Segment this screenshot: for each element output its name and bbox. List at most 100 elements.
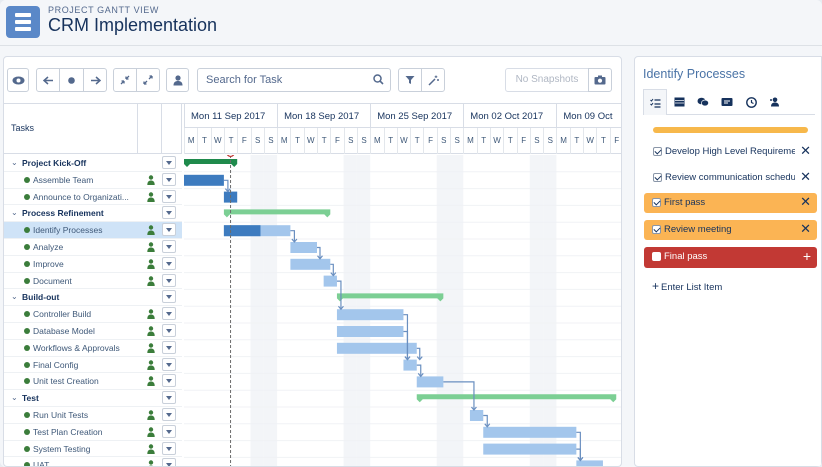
- row-menu-dropdown[interactable]: [162, 206, 176, 220]
- assignee-icon[interactable]: [147, 359, 155, 370]
- tab-comments[interactable]: [691, 89, 715, 115]
- item-checkbox[interactable]: [652, 225, 661, 234]
- tab-resources[interactable]: [715, 89, 739, 115]
- task-bar: [483, 426, 577, 438]
- checklist-item[interactable]: Final pass +: [644, 247, 817, 268]
- tab-history[interactable]: [739, 89, 763, 115]
- snapshot-camera-button[interactable]: [588, 68, 612, 92]
- row-menu-dropdown[interactable]: [162, 407, 176, 421]
- task-row[interactable]: Controller Build: [4, 306, 182, 323]
- task-row[interactable]: Identify Processes: [4, 222, 182, 239]
- assignee-icon[interactable]: [147, 443, 155, 454]
- chevron-down-icon[interactable]: ⌄: [11, 292, 18, 302]
- assignee-icon[interactable]: [147, 309, 155, 320]
- task-row[interactable]: UAT: [4, 457, 182, 467]
- collapse-button[interactable]: [113, 68, 137, 92]
- task-row[interactable]: Workflows & Approvals: [4, 340, 182, 357]
- search-icon[interactable]: [373, 74, 384, 85]
- task-row[interactable]: Improve: [4, 256, 182, 273]
- task-row[interactable]: Run Unit Tests: [4, 407, 182, 424]
- task-row[interactable]: Assemble Team: [4, 172, 182, 189]
- chevron-down-icon[interactable]: ⌄: [11, 158, 18, 167]
- task-group-row[interactable]: ⌄ Project Kick-Off: [4, 155, 182, 172]
- close-icon[interactable]: ✕: [800, 221, 811, 236]
- assignee-icon[interactable]: [147, 460, 155, 467]
- chevron-down-icon[interactable]: ⌄: [11, 393, 18, 403]
- tab-details[interactable]: [667, 89, 691, 115]
- row-menu-dropdown[interactable]: [162, 290, 176, 304]
- scroll-today-button[interactable]: [59, 68, 84, 92]
- item-label: Review communication schedu: [665, 172, 795, 183]
- task-row[interactable]: Test Plan Creation: [4, 424, 182, 441]
- task-group-row[interactable]: ⌄ Test: [4, 390, 182, 407]
- item-checkbox[interactable]: [653, 173, 662, 182]
- enter-list-item-button[interactable]: + Enter List Item: [652, 279, 722, 293]
- weekend-column: [543, 155, 557, 466]
- tab-checklist[interactable]: [643, 89, 667, 115]
- task-row[interactable]: Document: [4, 273, 182, 290]
- row-menu-dropdown[interactable]: [162, 340, 176, 354]
- checklist-item[interactable]: Review meeting ✕: [644, 220, 817, 240]
- assignee-icon[interactable]: [147, 225, 155, 236]
- tab-assignees[interactable]: [763, 89, 787, 115]
- task-row[interactable]: Analyze: [4, 239, 182, 256]
- assignee-icon[interactable]: [147, 376, 155, 387]
- assignee-icon[interactable]: [147, 175, 155, 185]
- chevron-down-icon[interactable]: ⌄: [11, 208, 18, 218]
- row-menu-dropdown[interactable]: [162, 357, 176, 371]
- task-bar: [336, 342, 417, 354]
- view-eye-button[interactable]: [7, 68, 29, 92]
- row-menu-dropdown[interactable]: [162, 307, 176, 321]
- day-header: F: [609, 128, 621, 154]
- status-dot-icon: [24, 361, 30, 368]
- row-menu-dropdown[interactable]: [162, 273, 176, 287]
- assignee-icon[interactable]: [147, 326, 155, 336]
- task-row[interactable]: Database Model: [4, 323, 182, 340]
- task-group-row[interactable]: ⌄ Build-out: [4, 289, 182, 307]
- item-checkbox[interactable]: [653, 147, 662, 156]
- assignee-icon[interactable]: [147, 259, 155, 269]
- row-menu-dropdown[interactable]: [162, 189, 176, 203]
- row-menu-dropdown[interactable]: [162, 156, 176, 169]
- assignee-icon[interactable]: [147, 275, 155, 286]
- assign-user-button[interactable]: [166, 68, 189, 92]
- row-menu-dropdown[interactable]: [162, 441, 176, 455]
- row-menu-dropdown[interactable]: [162, 239, 176, 253]
- assignee-icon[interactable]: [147, 410, 155, 420]
- row-menu-dropdown[interactable]: [162, 323, 176, 337]
- row-menu-dropdown[interactable]: [162, 424, 176, 438]
- task-row[interactable]: Final Config: [4, 357, 182, 374]
- close-icon[interactable]: ✕: [800, 143, 811, 158]
- row-menu-dropdown[interactable]: [162, 458, 176, 466]
- close-icon[interactable]: ✕: [800, 194, 811, 209]
- page-eyebrow: PROJECT GANTT VIEW: [48, 5, 159, 15]
- checklist-item[interactable]: Develop High Level Requireme ✕: [651, 142, 817, 161]
- item-checkbox[interactable]: [652, 198, 661, 207]
- assignee-icon[interactable]: [147, 343, 155, 353]
- item-checkbox[interactable]: [652, 252, 661, 261]
- checklist-item[interactable]: First pass ✕: [644, 193, 817, 213]
- assignee-icon[interactable]: [147, 191, 155, 202]
- day-header: S: [343, 128, 357, 154]
- row-menu-dropdown[interactable]: [162, 223, 176, 237]
- snapshots-select[interactable]: No Snapshots: [505, 68, 589, 92]
- scroll-forward-button[interactable]: [83, 68, 107, 92]
- row-menu-dropdown[interactable]: [162, 391, 176, 405]
- add-icon[interactable]: +: [802, 248, 811, 264]
- scroll-back-button[interactable]: [36, 68, 60, 92]
- row-menu-dropdown[interactable]: [162, 374, 176, 388]
- task-row[interactable]: System Testing: [4, 441, 182, 458]
- magic-button[interactable]: [421, 68, 445, 92]
- close-icon[interactable]: ✕: [800, 169, 811, 184]
- row-menu-dropdown[interactable]: [162, 256, 176, 270]
- assignee-icon[interactable]: [147, 427, 155, 437]
- task-row[interactable]: Announce to Organizati...: [4, 189, 182, 206]
- row-menu-dropdown[interactable]: [162, 172, 176, 186]
- task-group-row[interactable]: ⌄ Process Refinement: [4, 205, 182, 223]
- assignee-icon[interactable]: [147, 242, 155, 252]
- expand-button[interactable]: [136, 68, 160, 92]
- checklist-item[interactable]: Review communication schedu ✕: [651, 168, 817, 187]
- filter-button[interactable]: [398, 68, 422, 92]
- task-row[interactable]: Unit test Creation: [4, 373, 182, 391]
- task-search-input[interactable]: Search for Task: [197, 68, 391, 92]
